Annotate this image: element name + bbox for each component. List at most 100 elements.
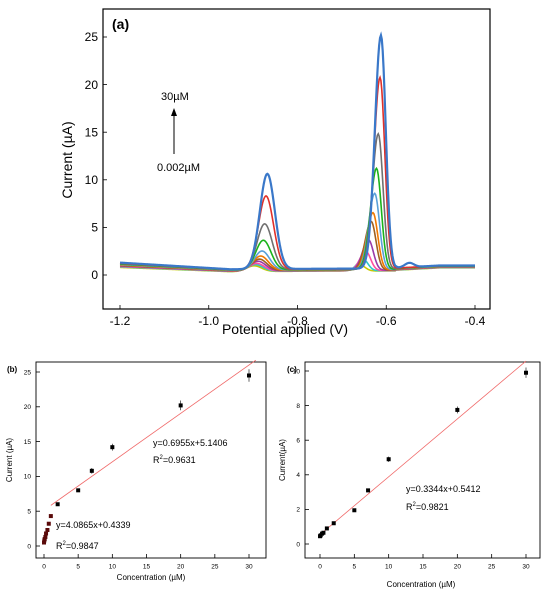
chart-a-series-line bbox=[119, 132, 475, 271]
chart-c-y-ticks: 0 2 4 6 8 10 bbox=[293, 368, 309, 548]
chart-b-x-axis-label: Concentration (µM) bbox=[117, 573, 186, 582]
chart-b-r2-2: R2=0.9847 bbox=[56, 541, 99, 551]
chart-a-y-tick-label: 0 bbox=[91, 268, 98, 282]
chart-b-y-axis-label: Current (µA) bbox=[5, 438, 14, 483]
chart-c-frame bbox=[304, 361, 541, 559]
chart-c-x-tick-label: 20 bbox=[454, 564, 462, 571]
chart-b-panel-label: (b) bbox=[7, 365, 18, 374]
chart-a-annotation-bottom: 0.002µM bbox=[157, 162, 200, 174]
chart-b-fit-line bbox=[50, 359, 257, 506]
chart-a-x-tick-label: -1.0 bbox=[198, 314, 219, 328]
chart-c-point bbox=[324, 526, 329, 531]
chart-a-y-tick-label: 15 bbox=[85, 125, 99, 139]
chart-b-frame bbox=[35, 361, 267, 559]
chart-c-fit bbox=[319, 360, 527, 535]
chart-a-x-tick-label: -0.8 bbox=[287, 314, 308, 328]
chart-c-y-tick-label: 0 bbox=[296, 541, 300, 548]
chart-b-equation-2: y=4.0865x+0.4339 bbox=[56, 520, 131, 530]
chart-b-point bbox=[43, 534, 48, 539]
chart-b-point bbox=[48, 514, 53, 519]
chart-c-x-ticks: 0 5 10 15 20 25 30 bbox=[318, 554, 530, 571]
chart-a-annotation-top: 30µM bbox=[161, 91, 189, 103]
chart-c-fit-line bbox=[319, 360, 527, 535]
chart-b-x-tick-label: 20 bbox=[177, 564, 185, 571]
chart-b-fit bbox=[50, 359, 257, 506]
chart-a-x-ticks: -1.2 -1.0 -0.8 -0.6 -0.4 bbox=[110, 305, 486, 328]
chart-b-x-tick-label: 25 bbox=[211, 564, 219, 571]
chart-b-y-tick-label: 25 bbox=[24, 369, 32, 376]
chart-a-arrow-head bbox=[171, 108, 177, 116]
chart-b-y-ticks: 0 5 10 15 20 25 bbox=[24, 369, 40, 550]
chart-b-x-tick-label: 0 bbox=[42, 564, 46, 571]
chart-b-point bbox=[76, 488, 81, 493]
chart-b-x-tick-label: 30 bbox=[245, 564, 253, 571]
chart-a-series-line bbox=[119, 220, 475, 272]
chart-b-x-tick-label: 15 bbox=[143, 564, 151, 571]
chart-b-y-tick-label: 5 bbox=[27, 508, 31, 515]
chart-b-point bbox=[46, 521, 51, 526]
chart-b-point bbox=[110, 445, 115, 450]
chart-b-x-ticks: 0 5 10 15 20 25 30 bbox=[42, 554, 253, 571]
chart-a-x-tick-label: -0.6 bbox=[376, 314, 397, 328]
chart-a: (a) -1.2 -1.0 -0.8 -0.6 -0.4 0 5 10 15 20 25 Pote… bbox=[59, 8, 491, 337]
chart-c-equation: y=0.3344x+0.5412 bbox=[406, 484, 481, 494]
chart-c-x-tick-label: 5 bbox=[353, 564, 357, 571]
chart-b-x-tick-label: 10 bbox=[109, 564, 117, 571]
chart-c-x-axis-label: Concentration (µM) bbox=[387, 580, 456, 589]
chart-b-y-tick-label: 15 bbox=[24, 439, 32, 446]
chart-a-series-line bbox=[119, 31, 475, 271]
chart-a-x-axis-label: Potential applied (V) bbox=[222, 321, 348, 337]
chart-b-point bbox=[45, 527, 50, 532]
chart-b-point bbox=[89, 468, 94, 473]
chart-a-y-axis-label: Current (µA) bbox=[59, 121, 75, 198]
chart-b-point bbox=[55, 502, 60, 507]
chart-b-y-tick-label: 20 bbox=[24, 404, 32, 411]
chart-b-x-tick-label: 5 bbox=[76, 564, 80, 571]
chart-c-point bbox=[366, 488, 371, 493]
chart-a-series-line bbox=[119, 192, 475, 272]
chart-b-point bbox=[247, 373, 251, 378]
chart-b-point bbox=[44, 531, 49, 536]
chart-c-point bbox=[321, 530, 326, 535]
chart-c-point bbox=[331, 521, 336, 526]
chart-c-x-tick-label: 15 bbox=[419, 564, 427, 571]
chart-a-x-tick-label: -1.2 bbox=[110, 314, 131, 328]
chart-a-x-tick-label: -0.4 bbox=[465, 314, 486, 328]
chart-c-x-tick-label: 30 bbox=[522, 564, 530, 571]
chart-b-point bbox=[42, 540, 47, 545]
chart-c-y-tick-label: 8 bbox=[296, 403, 300, 410]
chart-a-y-tick-label: 25 bbox=[85, 30, 99, 44]
chart-c-x-tick-label: 25 bbox=[488, 564, 496, 571]
chart-b-point bbox=[178, 403, 183, 408]
chart-c-y-tick-label: 2 bbox=[296, 507, 300, 514]
chart-c-y-axis-label: Current(µA) bbox=[278, 439, 287, 481]
chart-a-series-line bbox=[119, 211, 475, 272]
chart-c-point bbox=[352, 508, 357, 513]
chart-a-series bbox=[119, 31, 475, 273]
chart-c-y-tick-label: 10 bbox=[293, 368, 301, 375]
chart-c-y-tick-label: 6 bbox=[296, 437, 300, 444]
chart-c-point bbox=[455, 407, 460, 412]
chart-c-x-tick-label: 0 bbox=[318, 564, 322, 571]
chart-a-y-tick-label: 10 bbox=[85, 173, 99, 187]
chart-c-points bbox=[318, 367, 528, 539]
chart-c-point bbox=[386, 457, 391, 462]
chart-b: (b) 0 5 10 15 20 25 30 0 5 10 15 20 25 Concentratio… bbox=[5, 359, 267, 582]
chart-c-point bbox=[524, 370, 528, 375]
chart-a-y-tick-label: 5 bbox=[91, 221, 98, 235]
chart-b-points bbox=[42, 369, 251, 545]
chart-c: (c) 0 5 10 15 20 25 30 0 2 4 6 8 10 Concentration (… bbox=[278, 360, 541, 589]
chart-a-y-ticks: 0 5 10 15 20 25 bbox=[85, 30, 107, 282]
chart-b-y-tick-label: 0 bbox=[27, 543, 31, 550]
chart-a-frame bbox=[102, 8, 491, 310]
chart-a-series-line bbox=[119, 166, 475, 271]
chart-b-point bbox=[42, 537, 47, 542]
chart-a-panel-label: (a) bbox=[112, 16, 129, 32]
chart-b-y-tick-label: 10 bbox=[24, 474, 32, 481]
chart-a-y-tick-label: 20 bbox=[85, 78, 99, 92]
chart-c-y-tick-label: 4 bbox=[296, 472, 300, 479]
chart-c-panel-label: (c) bbox=[287, 365, 297, 374]
chart-b-r2-1: R2=0.9631 bbox=[153, 455, 196, 465]
chart-c-x-tick-label: 10 bbox=[385, 564, 393, 571]
